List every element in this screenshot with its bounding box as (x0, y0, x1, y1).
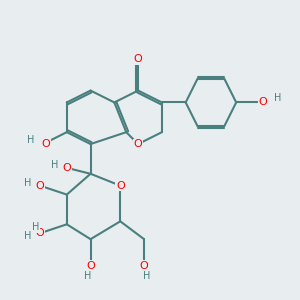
Text: O: O (36, 181, 44, 191)
Text: O: O (36, 228, 44, 238)
Text: O: O (116, 181, 125, 191)
Text: H: H (143, 271, 151, 281)
Text: H: H (25, 178, 32, 188)
Text: H: H (27, 135, 35, 145)
Text: O: O (86, 261, 95, 271)
Text: H: H (51, 160, 58, 170)
Text: O: O (134, 54, 142, 64)
Text: O: O (42, 139, 50, 149)
Text: H: H (274, 93, 281, 103)
Text: H: H (84, 271, 91, 281)
Text: O: O (259, 98, 267, 107)
Text: O: O (134, 139, 142, 149)
Text: O: O (62, 163, 71, 173)
Text: O: O (140, 261, 148, 271)
Text: H: H (25, 231, 32, 241)
Text: H: H (32, 222, 39, 232)
